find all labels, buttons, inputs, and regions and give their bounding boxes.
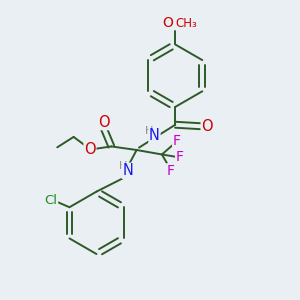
- Text: F: F: [167, 164, 175, 178]
- Text: O: O: [84, 142, 96, 157]
- Text: O: O: [98, 115, 110, 130]
- Text: F: F: [176, 150, 184, 164]
- Text: Cl: Cl: [44, 194, 58, 207]
- Text: N: N: [122, 163, 133, 178]
- Text: O: O: [162, 16, 173, 30]
- Text: O: O: [201, 119, 213, 134]
- Text: H: H: [118, 161, 127, 171]
- Text: H: H: [145, 126, 153, 136]
- Text: F: F: [173, 134, 181, 148]
- Text: CH₃: CH₃: [176, 16, 197, 30]
- Text: N: N: [149, 128, 160, 143]
